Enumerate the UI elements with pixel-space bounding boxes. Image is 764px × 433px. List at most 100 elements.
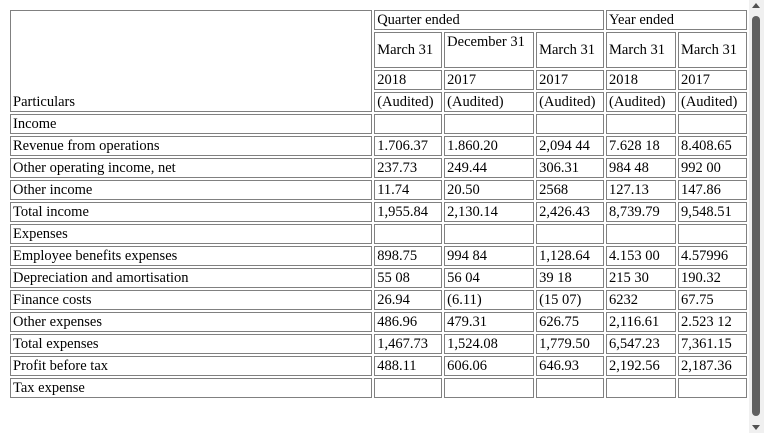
- year-header-3: 2017: [536, 70, 605, 90]
- row-label: Other operating income, net: [10, 158, 373, 178]
- header-row-audit: (Audited) (Audited) (Audited) (Audited) …: [10, 92, 747, 112]
- value-cell: [606, 114, 676, 134]
- table-row: Other income 11.74 20.50 2568 127.13 147.86: [10, 180, 747, 200]
- value-cell: 20.50: [444, 180, 535, 200]
- date-header-2: December 31: [444, 32, 535, 68]
- date-header-1: March 31: [374, 32, 443, 68]
- value-cell: 2,116.61: [606, 312, 676, 332]
- value-cell: 898.75: [374, 246, 443, 266]
- date-header-3: March 31: [536, 32, 605, 68]
- audit-header-4: (Audited): [606, 92, 676, 112]
- value-cell: 249.44: [444, 158, 535, 178]
- value-cell: 1.860.20: [444, 136, 535, 156]
- value-cell: 2.523 12: [677, 312, 747, 332]
- row-label: Expenses: [10, 224, 373, 244]
- value-cell: 646.93: [536, 356, 605, 376]
- value-cell: (15 07): [536, 290, 605, 310]
- value-cell: 4.153 00: [606, 246, 676, 266]
- scrollbar-thumb[interactable]: [752, 16, 760, 416]
- value-cell: [536, 114, 605, 134]
- table-row: Revenue from operations 1.706.37 1.860.20 2…: [10, 136, 747, 156]
- value-cell: 215 30: [606, 268, 676, 288]
- row-label: Depreciation and amortisation: [10, 268, 373, 288]
- row-label: Total income: [10, 202, 373, 222]
- value-cell: 237.73: [374, 158, 443, 178]
- value-cell: 479.31: [444, 312, 535, 332]
- table-body: Income Revenue from operations 1.706.37 1.8…: [10, 114, 747, 398]
- year-header-4: 2018: [606, 70, 676, 90]
- value-cell: 6,547.23: [606, 334, 676, 354]
- value-cell: 7,361.15: [677, 334, 747, 354]
- row-label: Profit before tax: [10, 356, 373, 376]
- value-cell: 1,955.84: [374, 202, 443, 222]
- row-label: Other income: [10, 180, 373, 200]
- value-cell: [606, 378, 676, 398]
- value-cell: 1.706.37: [374, 136, 443, 156]
- table-row: Income: [10, 114, 747, 134]
- value-cell: [677, 378, 747, 398]
- value-cell: 6232: [606, 290, 676, 310]
- value-cell: [536, 378, 605, 398]
- value-cell: 1,128.64: [536, 246, 605, 266]
- value-cell: 39 18: [536, 268, 605, 288]
- value-cell: 56 04: [444, 268, 535, 288]
- value-cell: 2,094 44: [536, 136, 605, 156]
- value-cell: 2,426.43: [536, 202, 605, 222]
- value-cell: [444, 114, 535, 134]
- value-cell: [606, 224, 676, 244]
- value-cell: 2,187.36: [677, 356, 747, 376]
- value-cell: 488.11: [374, 356, 443, 376]
- value-cell: 26.94: [374, 290, 443, 310]
- value-cell: 67.75: [677, 290, 747, 310]
- row-label: Revenue from operations: [10, 136, 373, 156]
- value-cell: 11.74: [374, 180, 443, 200]
- header-row-date: March 31 December 31 March 31 March 31 M…: [10, 32, 747, 68]
- value-cell: 306.31: [536, 158, 605, 178]
- value-cell: 2568: [536, 180, 605, 200]
- header-row-year: 2018 2017 2017 2018 2017: [10, 70, 747, 90]
- table-row: Total expenses 1,467.73 1,524.08 1,779.50 6,…: [10, 334, 747, 354]
- financial-results-table: Particulars Quarter ended Year ended Mar…: [8, 8, 749, 400]
- value-cell: 9,548.51: [677, 202, 747, 222]
- value-cell: 55 08: [374, 268, 443, 288]
- value-cell: 1,467.73: [374, 334, 443, 354]
- value-cell: [444, 224, 535, 244]
- row-label: Total expenses: [10, 334, 373, 354]
- row-label: Employee benefits expenses: [10, 246, 373, 266]
- value-cell: 606.06: [444, 356, 535, 376]
- row-label: Other expenses: [10, 312, 373, 332]
- value-cell: 7.628 18: [606, 136, 676, 156]
- value-cell: 626.75: [536, 312, 605, 332]
- header-row-period: Particulars Quarter ended Year ended: [10, 10, 747, 112]
- table-row: Expenses: [10, 224, 747, 244]
- value-cell: 1,779.50: [536, 334, 605, 354]
- date-header-5: March 31: [677, 32, 747, 68]
- row-label: Finance costs: [10, 290, 373, 310]
- value-cell: 127.13: [606, 180, 676, 200]
- audit-header-3: (Audited): [536, 92, 605, 112]
- year-header-2: 2017: [444, 70, 535, 90]
- table-row: Other operating income, net 237.73 249.44 3…: [10, 158, 747, 178]
- year-header-5: 2017: [677, 70, 747, 90]
- vertical-scrollbar[interactable]: [749, 0, 764, 433]
- value-cell: 147.86: [677, 180, 747, 200]
- table-row: Total income 1,955.84 2,130.14 2,426.43 8,73…: [10, 202, 747, 222]
- value-cell: 994 84: [444, 246, 535, 266]
- audit-header-2: (Audited): [444, 92, 535, 112]
- value-cell: [374, 378, 443, 398]
- value-cell: [677, 114, 747, 134]
- scroll-down-arrow-icon[interactable]: [752, 425, 760, 430]
- table-row: Profit before tax 488.11 606.06 646.93 2,192…: [10, 356, 747, 376]
- value-cell: 190.32: [677, 268, 747, 288]
- value-cell: [444, 378, 535, 398]
- year-ended-header: Year ended: [606, 10, 747, 30]
- value-cell: [536, 224, 605, 244]
- value-cell: 486.96: [374, 312, 443, 332]
- value-cell: 8,739.79: [606, 202, 676, 222]
- particulars-header: Particulars: [10, 10, 373, 112]
- scroll-up-arrow-icon[interactable]: [752, 3, 760, 8]
- quarter-ended-header: Quarter ended: [374, 10, 605, 30]
- value-cell: 8.408.65: [677, 136, 747, 156]
- row-label: Income: [10, 114, 373, 134]
